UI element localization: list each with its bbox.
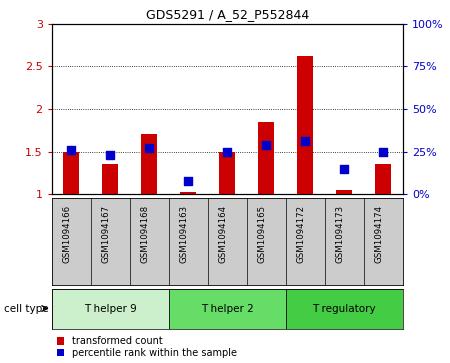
Bar [169, 289, 286, 329]
Text: T helper 2: T helper 2 [201, 303, 254, 314]
Text: GSM1094164: GSM1094164 [218, 205, 227, 263]
Point [263, 142, 270, 148]
Text: GSM1094167: GSM1094167 [101, 205, 110, 263]
Bar [52, 289, 169, 329]
Bar [258, 122, 274, 194]
Bar [220, 152, 235, 194]
Text: GSM1094168: GSM1094168 [140, 205, 149, 263]
Point [341, 166, 348, 171]
Point [184, 178, 192, 183]
Text: GSM1094172: GSM1094172 [296, 205, 305, 263]
Text: T regulatory: T regulatory [312, 303, 376, 314]
Bar [141, 134, 157, 194]
Bar [297, 56, 313, 194]
Bar [63, 152, 79, 194]
Point [68, 147, 75, 153]
Text: cell type: cell type [4, 303, 49, 314]
Text: GSM1094163: GSM1094163 [179, 205, 188, 263]
Text: T helper 9: T helper 9 [84, 303, 137, 314]
Point [224, 149, 231, 155]
Point [146, 145, 153, 151]
Text: GSM1094166: GSM1094166 [62, 205, 71, 263]
Title: GDS5291 / A_52_P552844: GDS5291 / A_52_P552844 [146, 8, 309, 21]
Text: GSM1094174: GSM1094174 [374, 205, 383, 263]
Point [302, 138, 309, 144]
Bar [375, 164, 391, 194]
Point [380, 149, 387, 155]
Bar [180, 192, 196, 194]
Legend: transformed count, percentile rank within the sample: transformed count, percentile rank withi… [57, 336, 237, 358]
Point [107, 152, 114, 158]
Bar [286, 289, 403, 329]
Bar [337, 190, 352, 194]
Text: GSM1094165: GSM1094165 [257, 205, 266, 263]
Text: GSM1094173: GSM1094173 [335, 205, 344, 263]
Bar [103, 164, 118, 194]
